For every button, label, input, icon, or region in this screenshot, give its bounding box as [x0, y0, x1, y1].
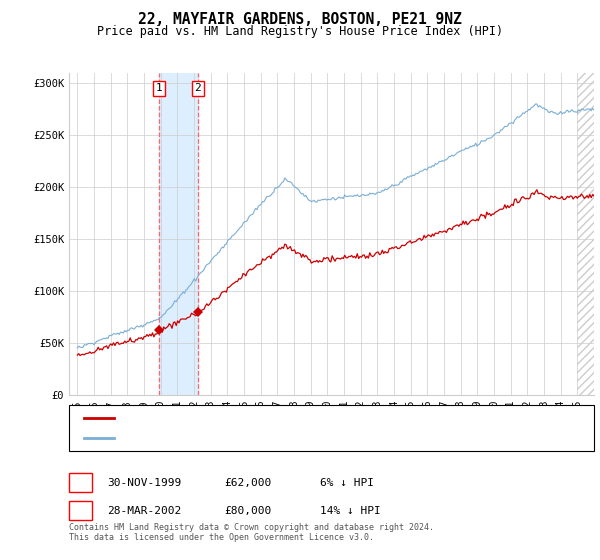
Text: 14% ↓ HPI: 14% ↓ HPI — [320, 506, 380, 516]
Text: 22, MAYFAIR GARDENS, BOSTON, PE21 9NZ (detached house): 22, MAYFAIR GARDENS, BOSTON, PE21 9NZ (d… — [120, 413, 458, 423]
Text: £62,000: £62,000 — [224, 478, 271, 488]
Text: 22, MAYFAIR GARDENS, BOSTON, PE21 9NZ: 22, MAYFAIR GARDENS, BOSTON, PE21 9NZ — [138, 12, 462, 27]
Text: HPI: Average price, detached house, Boston: HPI: Average price, detached house, Bost… — [120, 433, 383, 443]
Text: 28-MAR-2002: 28-MAR-2002 — [107, 506, 181, 516]
Text: 2: 2 — [194, 83, 202, 94]
Bar — [159, 73, 198, 395]
Text: 1: 1 — [77, 478, 84, 488]
Text: 2: 2 — [77, 506, 84, 516]
Text: Contains HM Land Registry data © Crown copyright and database right 2024.
This d: Contains HM Land Registry data © Crown c… — [69, 522, 434, 542]
Text: Price paid vs. HM Land Registry's House Price Index (HPI): Price paid vs. HM Land Registry's House … — [97, 25, 503, 38]
Text: 6% ↓ HPI: 6% ↓ HPI — [320, 478, 374, 488]
Bar — [577, 73, 594, 395]
Text: £80,000: £80,000 — [224, 506, 271, 516]
Text: 30-NOV-1999: 30-NOV-1999 — [107, 478, 181, 488]
Bar — [577, 73, 594, 395]
Text: 1: 1 — [156, 83, 163, 94]
